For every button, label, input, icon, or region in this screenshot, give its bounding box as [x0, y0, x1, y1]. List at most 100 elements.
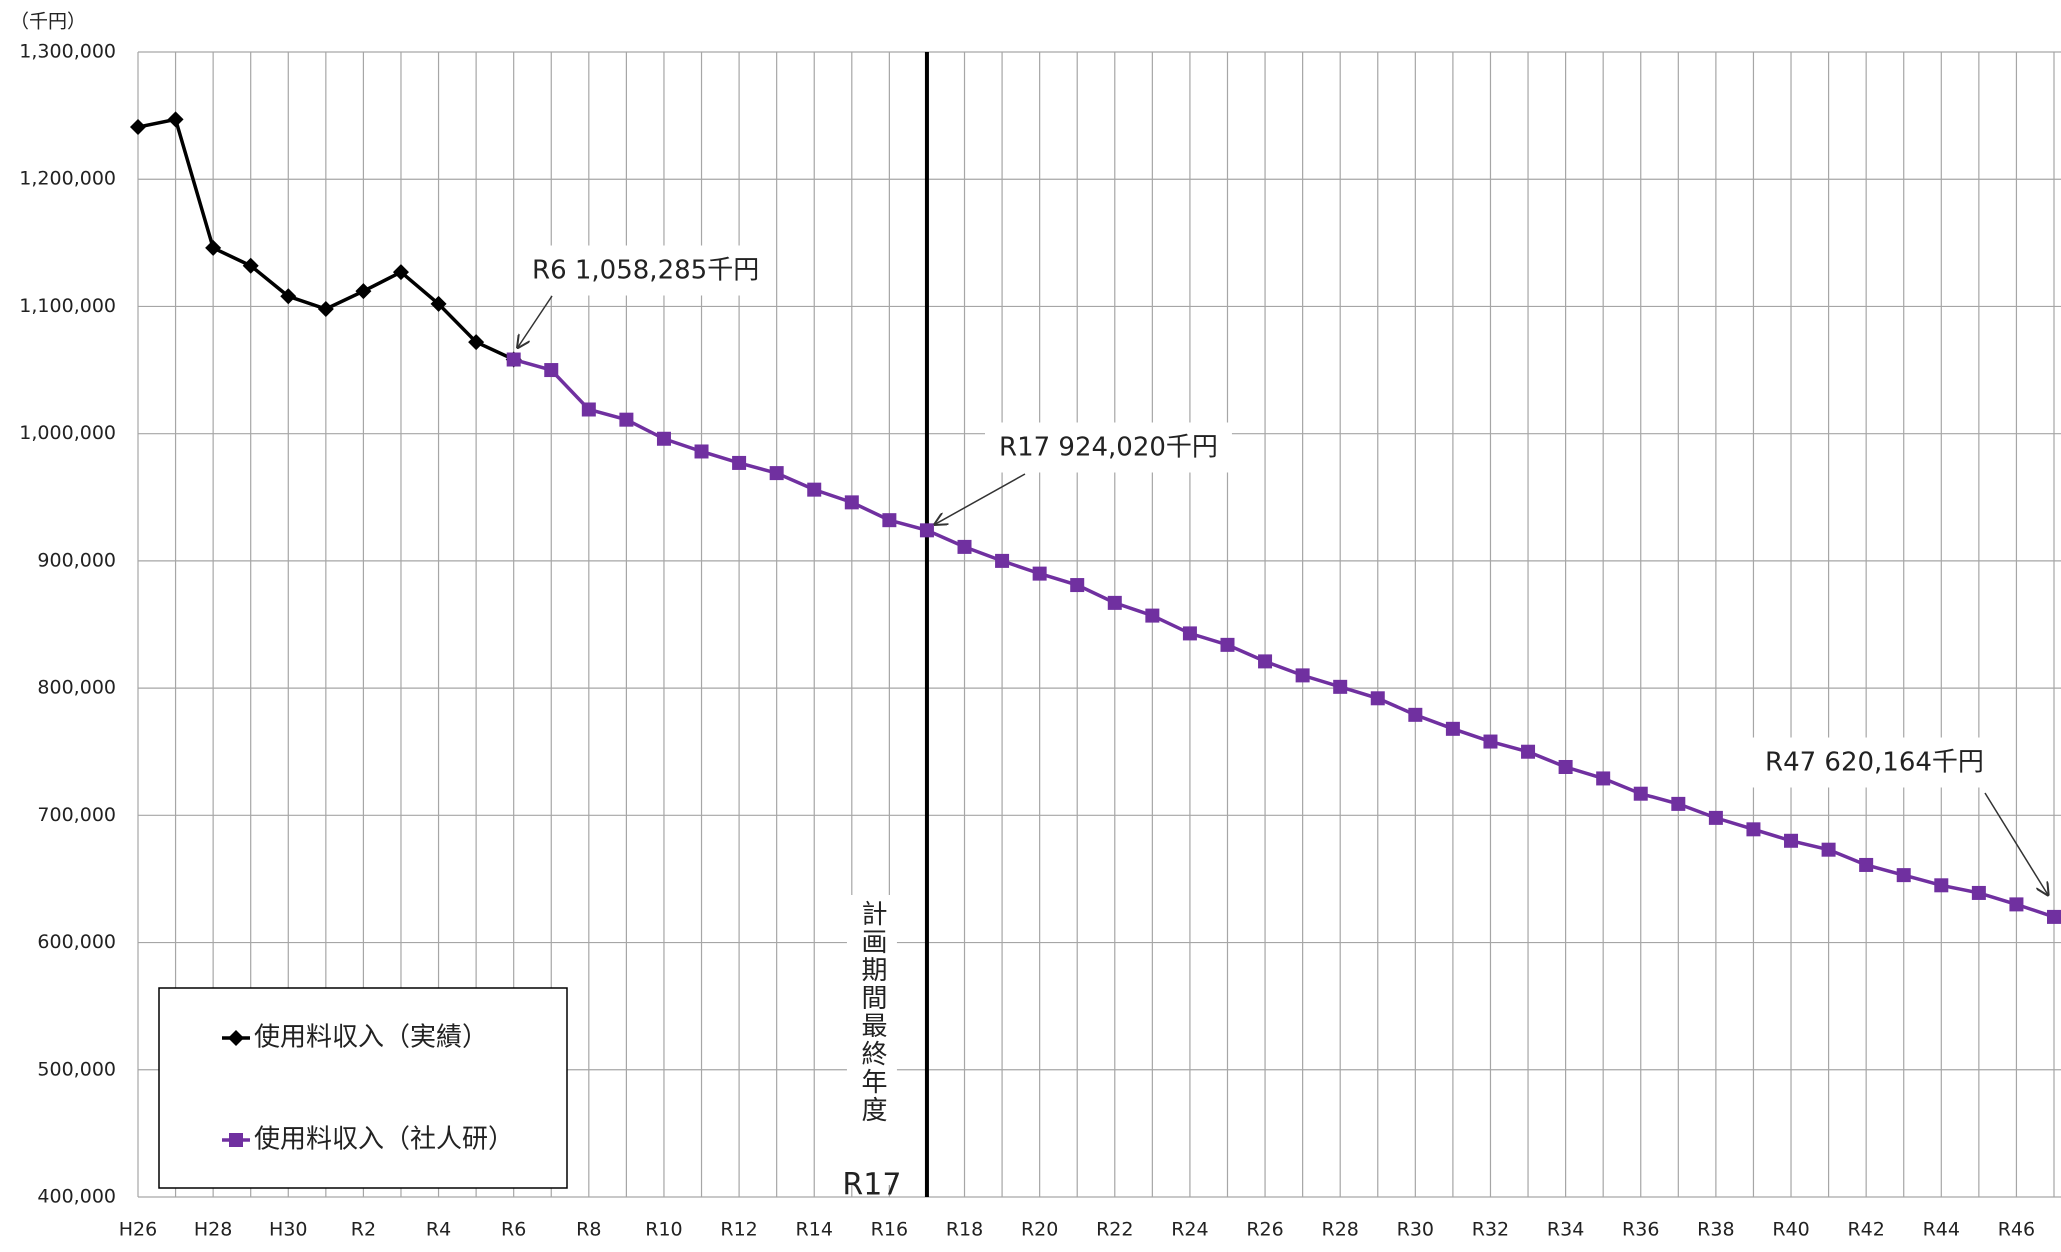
marker [1708, 810, 1723, 825]
marker [1333, 679, 1348, 694]
annotation-arrow [518, 295, 553, 348]
x-tick-label: R38 [1697, 1219, 1734, 1241]
annotation: R47 620,164千円 [1765, 748, 1984, 778]
legend-label: 使用料収入（実績） [254, 1023, 488, 1053]
marker [1032, 566, 1047, 581]
x-tick-label: R8 [576, 1219, 601, 1241]
x-tick-label: R46 [1998, 1219, 2035, 1241]
x-tick-label: R22 [1096, 1219, 1133, 1241]
marker [430, 295, 447, 312]
vertical-note: 計画期間最終年度 [857, 900, 887, 1124]
marker [1370, 691, 1385, 706]
series-line [513, 357, 2055, 919]
x-tick-label: R36 [1622, 1219, 1659, 1241]
marker [732, 455, 747, 470]
x-tick-label: R16 [871, 1219, 908, 1241]
annotation-arrow [1984, 792, 2048, 895]
x-tick-label: H28 [194, 1219, 232, 1241]
marker [995, 553, 1010, 568]
marker [1784, 833, 1799, 848]
marker [882, 513, 897, 528]
x-tick-label: R32 [1472, 1219, 1509, 1241]
marker [1295, 668, 1310, 683]
legend-box [158, 987, 568, 1189]
marker [1633, 786, 1648, 801]
y-tick-label: 700,000 [37, 804, 116, 826]
y-tick-label: 600,000 [37, 931, 116, 953]
marker [844, 495, 859, 510]
marker [317, 300, 334, 317]
marker [581, 402, 596, 417]
marker [1445, 721, 1460, 736]
marker [1258, 654, 1273, 669]
marker [392, 264, 409, 281]
marker [1934, 878, 1949, 893]
marker [1070, 578, 1085, 593]
x-tick-label: R4 [426, 1219, 451, 1241]
marker [619, 412, 634, 427]
x-tick-label: R34 [1547, 1219, 1584, 1241]
x-tick-label: R40 [1772, 1219, 1809, 1241]
y-tick-label: 1,000,000 [19, 422, 116, 444]
marker [242, 257, 259, 274]
marker [1896, 868, 1911, 883]
x-tick-label: R28 [1322, 1219, 1359, 1241]
marker [919, 523, 934, 538]
marker [355, 283, 372, 300]
x-tick-label: R24 [1171, 1219, 1208, 1241]
x-tick-label: R26 [1246, 1219, 1283, 1241]
marker [1671, 796, 1686, 811]
marker [957, 539, 972, 554]
x-tick-label: R10 [645, 1219, 682, 1241]
marker [468, 334, 485, 351]
marker [2009, 897, 2024, 912]
y-tick-label: 1,100,000 [19, 295, 116, 317]
marker [1558, 759, 1573, 774]
y-tick-label: 1,300,000 [19, 41, 116, 63]
marker [769, 466, 784, 481]
y-tick-label: 800,000 [37, 677, 116, 699]
marker [130, 119, 146, 136]
note-bg [846, 895, 897, 1185]
marker [1971, 885, 1986, 900]
vertical-note-year: R17 [842, 1168, 901, 1203]
legend-label: 使用料収入（社人研） [254, 1125, 514, 1155]
marker [205, 239, 222, 256]
x-tick-label: R6 [501, 1219, 526, 1241]
annotation-bg [518, 245, 774, 296]
marker [280, 288, 297, 305]
marker [1821, 842, 1836, 857]
x-tick-label: R18 [946, 1219, 983, 1241]
annotation: R17 924,020千円 [999, 433, 1218, 463]
x-tick-label: R44 [1923, 1219, 1960, 1241]
marker [1145, 608, 1160, 623]
x-tick-label: R20 [1021, 1219, 1058, 1241]
marker [807, 482, 822, 497]
legend-marker [228, 1030, 244, 1046]
marker [1596, 771, 1611, 786]
y-tick-label: 900,000 [37, 549, 116, 571]
legend-marker [229, 1133, 243, 1147]
marker [1220, 637, 1235, 652]
y-tick-label: 500,000 [37, 1058, 116, 1080]
annotation-arrow [935, 473, 1026, 524]
x-tick-label: H26 [119, 1219, 157, 1241]
annotation-bg [1751, 737, 1998, 788]
x-tick-label: R30 [1397, 1219, 1434, 1241]
x-tick-label: R2 [351, 1219, 376, 1241]
marker [1483, 734, 1498, 749]
marker [544, 363, 559, 378]
x-tick-label: R14 [796, 1219, 833, 1241]
marker [1521, 744, 1536, 759]
annotation-bg [985, 422, 1232, 473]
marker [167, 111, 184, 128]
marker [1859, 857, 1874, 872]
marker [1408, 707, 1423, 722]
unit-label: （千円） [10, 11, 86, 33]
marker [1746, 822, 1761, 837]
y-tick-label: 1,200,000 [19, 168, 116, 190]
marker [1182, 626, 1197, 641]
marker [656, 431, 671, 446]
x-tick-label: R12 [720, 1219, 757, 1241]
